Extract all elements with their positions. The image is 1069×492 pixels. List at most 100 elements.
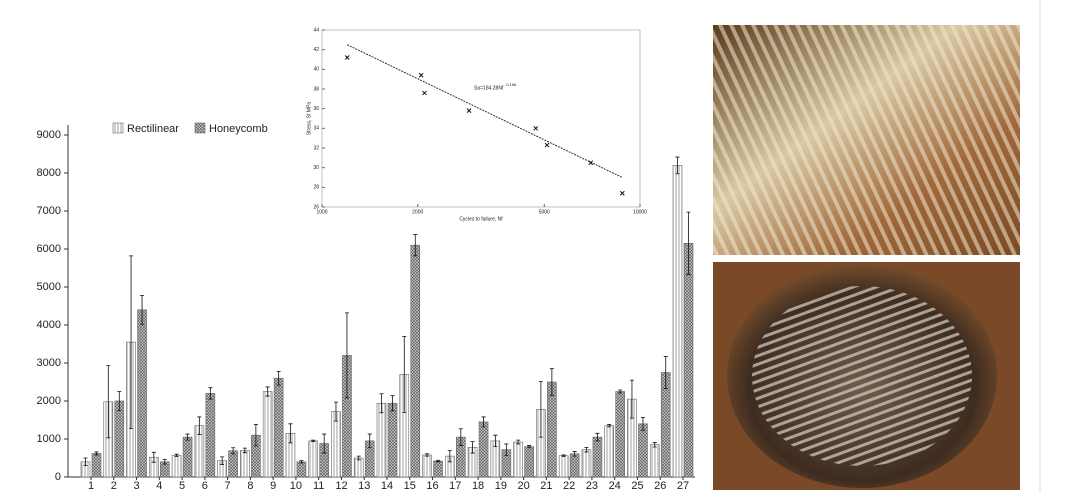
annotation-exponent: -0.166 bbox=[505, 82, 517, 87]
x-tick-label: 14 bbox=[381, 480, 393, 492]
bar bbox=[569, 453, 580, 478]
x-tick-label: 8 bbox=[247, 480, 253, 492]
x-tick-label: 4 bbox=[156, 480, 162, 492]
error-bar bbox=[527, 445, 532, 449]
x-tick-label: 2000 bbox=[412, 209, 423, 215]
bar bbox=[513, 441, 523, 478]
error-bar bbox=[470, 441, 475, 454]
error-bar bbox=[162, 459, 167, 465]
bar bbox=[205, 393, 216, 478]
x-tick-label: 22 bbox=[563, 480, 575, 492]
error-bar bbox=[242, 447, 247, 454]
y-tick-label: 42 bbox=[313, 47, 319, 53]
error-bar bbox=[253, 424, 258, 447]
bar bbox=[91, 453, 102, 478]
error-bar bbox=[208, 387, 213, 400]
error-bar bbox=[572, 451, 577, 457]
x-tick-label: 2 bbox=[111, 480, 117, 492]
error-bar bbox=[379, 393, 384, 414]
x-axis-label: Cycles to failure, Nf bbox=[459, 216, 503, 222]
error-bar bbox=[83, 457, 88, 466]
bar bbox=[171, 455, 182, 478]
bar bbox=[137, 309, 147, 478]
inset-background bbox=[300, 22, 660, 222]
error-bar bbox=[607, 424, 612, 428]
error-bar bbox=[140, 294, 145, 325]
x-tick-label: 21 bbox=[540, 480, 552, 492]
error-bar bbox=[311, 439, 316, 443]
point bbox=[422, 90, 427, 96]
x-tick-label: 15 bbox=[404, 480, 416, 492]
bar bbox=[422, 454, 432, 478]
x-tick-label: 25 bbox=[631, 480, 643, 492]
error-bar bbox=[197, 416, 202, 435]
error-bar bbox=[447, 450, 452, 463]
error-bar bbox=[425, 453, 430, 457]
error-bar bbox=[367, 433, 372, 449]
y-tick-label: 9000 bbox=[37, 129, 61, 141]
point bbox=[533, 125, 539, 131]
bar bbox=[114, 400, 125, 478]
error-bar bbox=[516, 439, 521, 445]
y-tick-label: 28 bbox=[313, 185, 319, 191]
bar bbox=[683, 243, 694, 478]
y-tick-label: 8000 bbox=[37, 167, 61, 179]
error-bar bbox=[151, 451, 156, 463]
x-tick-label: 7 bbox=[225, 480, 231, 492]
bar bbox=[547, 381, 557, 478]
y-tick-label: 40 bbox=[313, 67, 319, 73]
error-bar bbox=[344, 312, 349, 399]
bar bbox=[308, 440, 318, 478]
x-tick-label: 13 bbox=[358, 480, 370, 492]
error-bar bbox=[333, 401, 338, 422]
y-tick-label: 36 bbox=[313, 106, 319, 112]
point bbox=[466, 108, 472, 113]
error-bar bbox=[390, 395, 395, 412]
y-tick-label: 4000 bbox=[37, 319, 61, 331]
error-bar bbox=[94, 451, 99, 456]
error-bar bbox=[174, 453, 179, 457]
bar bbox=[558, 455, 569, 478]
x-tick-label: 10000 bbox=[633, 209, 647, 215]
bar bbox=[638, 423, 648, 478]
x-tick-label: 10 bbox=[290, 480, 302, 492]
x-tick-label: 5000 bbox=[539, 209, 550, 215]
error-bar bbox=[584, 446, 589, 453]
error-bar bbox=[402, 336, 407, 413]
bar bbox=[353, 457, 364, 478]
error-bar bbox=[686, 211, 691, 275]
error-bar bbox=[663, 356, 668, 389]
y-tick-label: 44 bbox=[313, 27, 319, 33]
x-tick-label: 1000 bbox=[316, 209, 327, 215]
bar bbox=[376, 402, 387, 478]
error-bar bbox=[276, 370, 281, 386]
error-bar bbox=[504, 443, 509, 456]
bar bbox=[672, 165, 683, 478]
y-tick-label: 7000 bbox=[37, 205, 61, 217]
error-bar bbox=[413, 234, 418, 257]
error-bar bbox=[629, 379, 634, 419]
y-tick-label: 0 bbox=[55, 471, 61, 483]
point bbox=[418, 72, 424, 78]
y-tick-label: 38 bbox=[313, 86, 319, 92]
y-tick-label: 1000 bbox=[37, 433, 61, 445]
x-tick-label: 19 bbox=[495, 480, 507, 492]
bar bbox=[387, 402, 398, 478]
photo-bottom bbox=[713, 262, 1020, 490]
legend-swatch bbox=[112, 122, 124, 134]
error-bar bbox=[458, 428, 463, 446]
error-bar bbox=[652, 442, 657, 448]
point bbox=[588, 160, 594, 166]
y-tick-label: 32 bbox=[313, 145, 319, 151]
legend-swatch bbox=[194, 122, 206, 134]
error-bar bbox=[493, 434, 498, 447]
error-bar bbox=[117, 391, 122, 411]
plot-frame bbox=[321, 29, 641, 208]
bar bbox=[592, 436, 603, 478]
bar bbox=[296, 461, 307, 478]
x-tick-label: 27 bbox=[677, 480, 689, 492]
x-tick-label: 17 bbox=[449, 480, 461, 492]
point bbox=[344, 55, 350, 60]
photo-top bbox=[713, 25, 1020, 255]
bar bbox=[604, 425, 614, 478]
